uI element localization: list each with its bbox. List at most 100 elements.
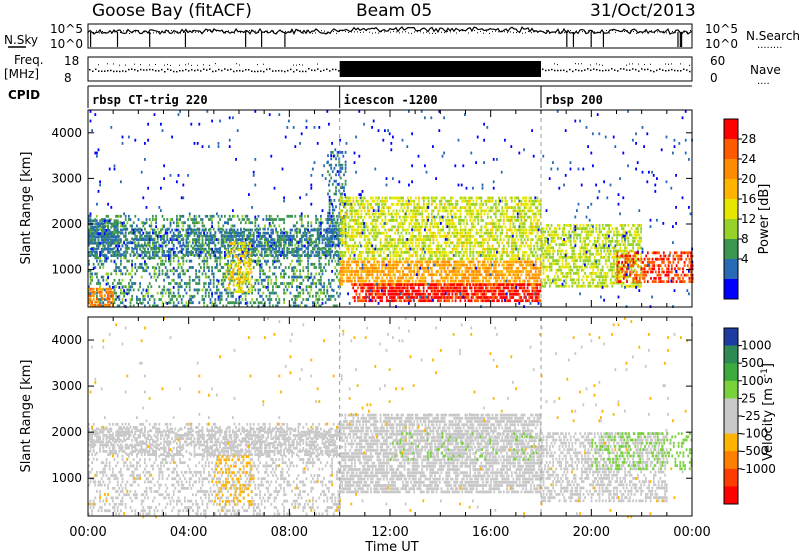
heatmap-cell [142,301,145,305]
heatmap-cell [486,231,489,235]
heatmap-cell [329,235,332,238]
heatmap-cell [214,266,217,269]
freq-dot [581,70,583,72]
heatmap-cell [528,231,531,235]
heatmap-cell [227,259,229,263]
heatmap-cell [226,248,229,252]
heatmap-cell [94,254,97,257]
heatmap-cell [363,231,366,235]
nsearch-dot [300,30,301,32]
heatmap-cell [107,229,109,232]
heatmap-cell [395,257,398,261]
heatmap-cell [382,257,385,261]
heatmap-cell [477,219,480,222]
heatmap-cell [528,206,531,209]
heatmap-cell [96,300,98,304]
heatmap-cell [177,241,180,245]
heatmap-cell [240,255,243,258]
heatmap-cell [105,214,108,218]
heatmap-cell [88,219,90,223]
heatmap-cell [350,270,353,273]
heatmap-cell [386,199,388,203]
heatmap-cell [506,212,508,216]
heatmap-cell [201,235,204,238]
heatmap-cell [201,247,204,251]
heatmap-cell [182,256,185,260]
heatmap-cell [220,214,223,218]
heatmap-cell [184,244,186,248]
heatmap-cell [145,262,148,266]
heatmap-cell [414,196,417,200]
heatmap-cell [376,247,379,251]
heatmap-cell [108,219,111,223]
heatmap-cell [153,247,156,251]
heatmap-cell [378,231,380,235]
heatmap-cell [264,285,266,289]
heatmap-cell [453,228,456,232]
heatmap-cell [376,199,379,203]
heatmap-cell [102,219,105,223]
heatmap-cell [346,263,348,267]
heatmap-cell [240,274,243,277]
nsearch-dot [597,31,598,33]
heatmap-cell [208,251,210,254]
heatmap-cell [231,274,233,277]
heatmap-cell [144,241,146,245]
heatmap-cell [451,247,454,251]
heatmap-cell [357,231,360,235]
heatmap-cell [291,285,293,289]
heatmap-cell [445,209,448,213]
heatmap-cell [177,218,180,221]
heatmap-cell [224,256,226,260]
heatmap-cell [289,214,292,218]
heatmap-cell [442,228,444,232]
nsearch-dot [357,31,358,33]
heatmap-cell [169,298,172,301]
heatmap-cell [286,253,289,257]
nsearch-dot [111,32,112,34]
heatmap-cell [331,208,334,212]
heatmap-cell [344,170,347,173]
heatmap-cell [182,238,185,241]
heatmap-cell [206,275,209,279]
heatmap-cell [276,235,279,238]
heatmap-cell [201,251,204,254]
heatmap-cell [536,241,539,245]
heatmap-cell [421,209,424,213]
heatmap-cell [88,300,90,304]
heatmap-cell [108,235,111,239]
heatmap-cell [331,221,334,225]
heatmap-cell [387,228,390,232]
heatmap-cell [392,225,395,229]
heatmap-cell [113,285,116,289]
heatmap-cell [144,243,146,247]
heatmap-cell [97,228,100,232]
heatmap-cell [341,186,344,189]
heatmap-cell [140,291,143,295]
heatmap-cell [483,247,486,251]
heatmap-cell [137,244,140,248]
freq-dot [638,70,640,72]
heatmap-cell [288,266,290,269]
heatmap-cell [536,247,539,251]
heatmap-cell [328,298,330,301]
heatmap-cell [339,228,342,232]
heatmap-cell [392,257,395,261]
heatmap-cell [373,238,376,241]
heatmap-cell [166,243,169,247]
heatmap-cell [526,244,529,248]
heatmap-cell [237,242,240,245]
nsearch-dot [147,31,148,33]
heatmap-cell [224,272,226,276]
heatmap-cell [389,241,392,245]
heatmap-cell [150,221,153,225]
heatmap-cell [236,277,238,281]
heatmap-cell [226,271,229,274]
heatmap-cell [297,285,300,289]
heatmap-cell [187,218,189,221]
heatmap-cell [363,263,366,267]
heatmap-cell [268,269,271,273]
heatmap-cell [254,282,257,285]
heatmap-cell [89,247,92,251]
heatmap-cell [531,225,534,229]
